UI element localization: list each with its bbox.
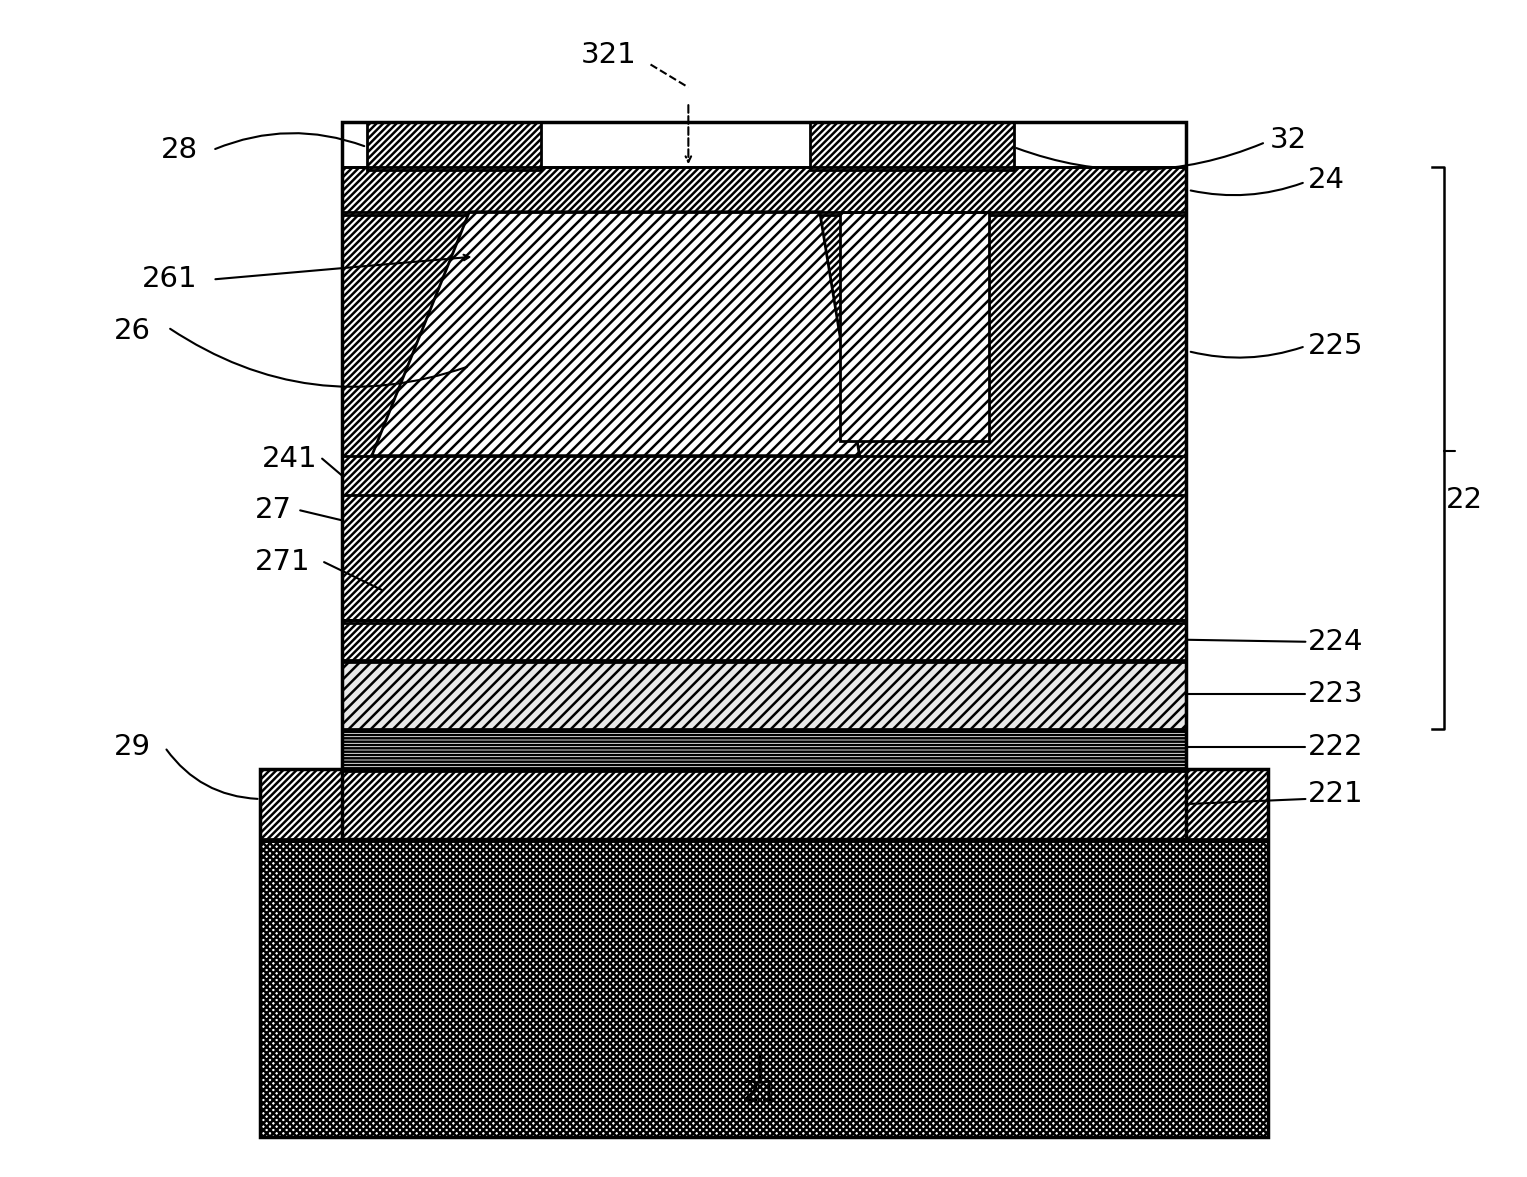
Bar [342,212,1186,620]
Bar [342,659,1186,731]
Text: 321: 321 [580,40,637,68]
Bar [342,620,1186,661]
Text: 261: 261 [142,266,197,293]
Text: 28: 28 [160,137,197,164]
Bar [342,730,1186,771]
Bar [342,455,1186,496]
Text: 26: 26 [115,318,151,345]
Text: 241: 241 [261,445,318,473]
Bar [342,122,1186,839]
Text: 27: 27 [255,497,292,525]
Bar [342,493,1186,623]
Bar [261,839,1267,1137]
Text: 22: 22 [1446,486,1483,514]
Bar [261,769,1267,840]
Polygon shape [373,212,860,455]
Bar [342,167,1186,214]
Text: 21: 21 [742,1078,779,1106]
Text: 221: 221 [1307,780,1364,809]
Text: 225: 225 [1307,332,1364,360]
Bar [261,769,1267,1137]
Bar [840,212,989,440]
Bar [1186,769,1267,840]
Text: 271: 271 [255,548,310,576]
Bar [366,122,541,169]
Text: 32: 32 [1269,126,1307,154]
Bar [809,122,1014,169]
Text: 222: 222 [1307,733,1364,762]
Text: 223: 223 [1307,680,1364,709]
Text: 24: 24 [1307,166,1344,194]
Bar [261,769,342,840]
Text: 224: 224 [1307,627,1364,656]
Text: 29: 29 [115,733,151,762]
